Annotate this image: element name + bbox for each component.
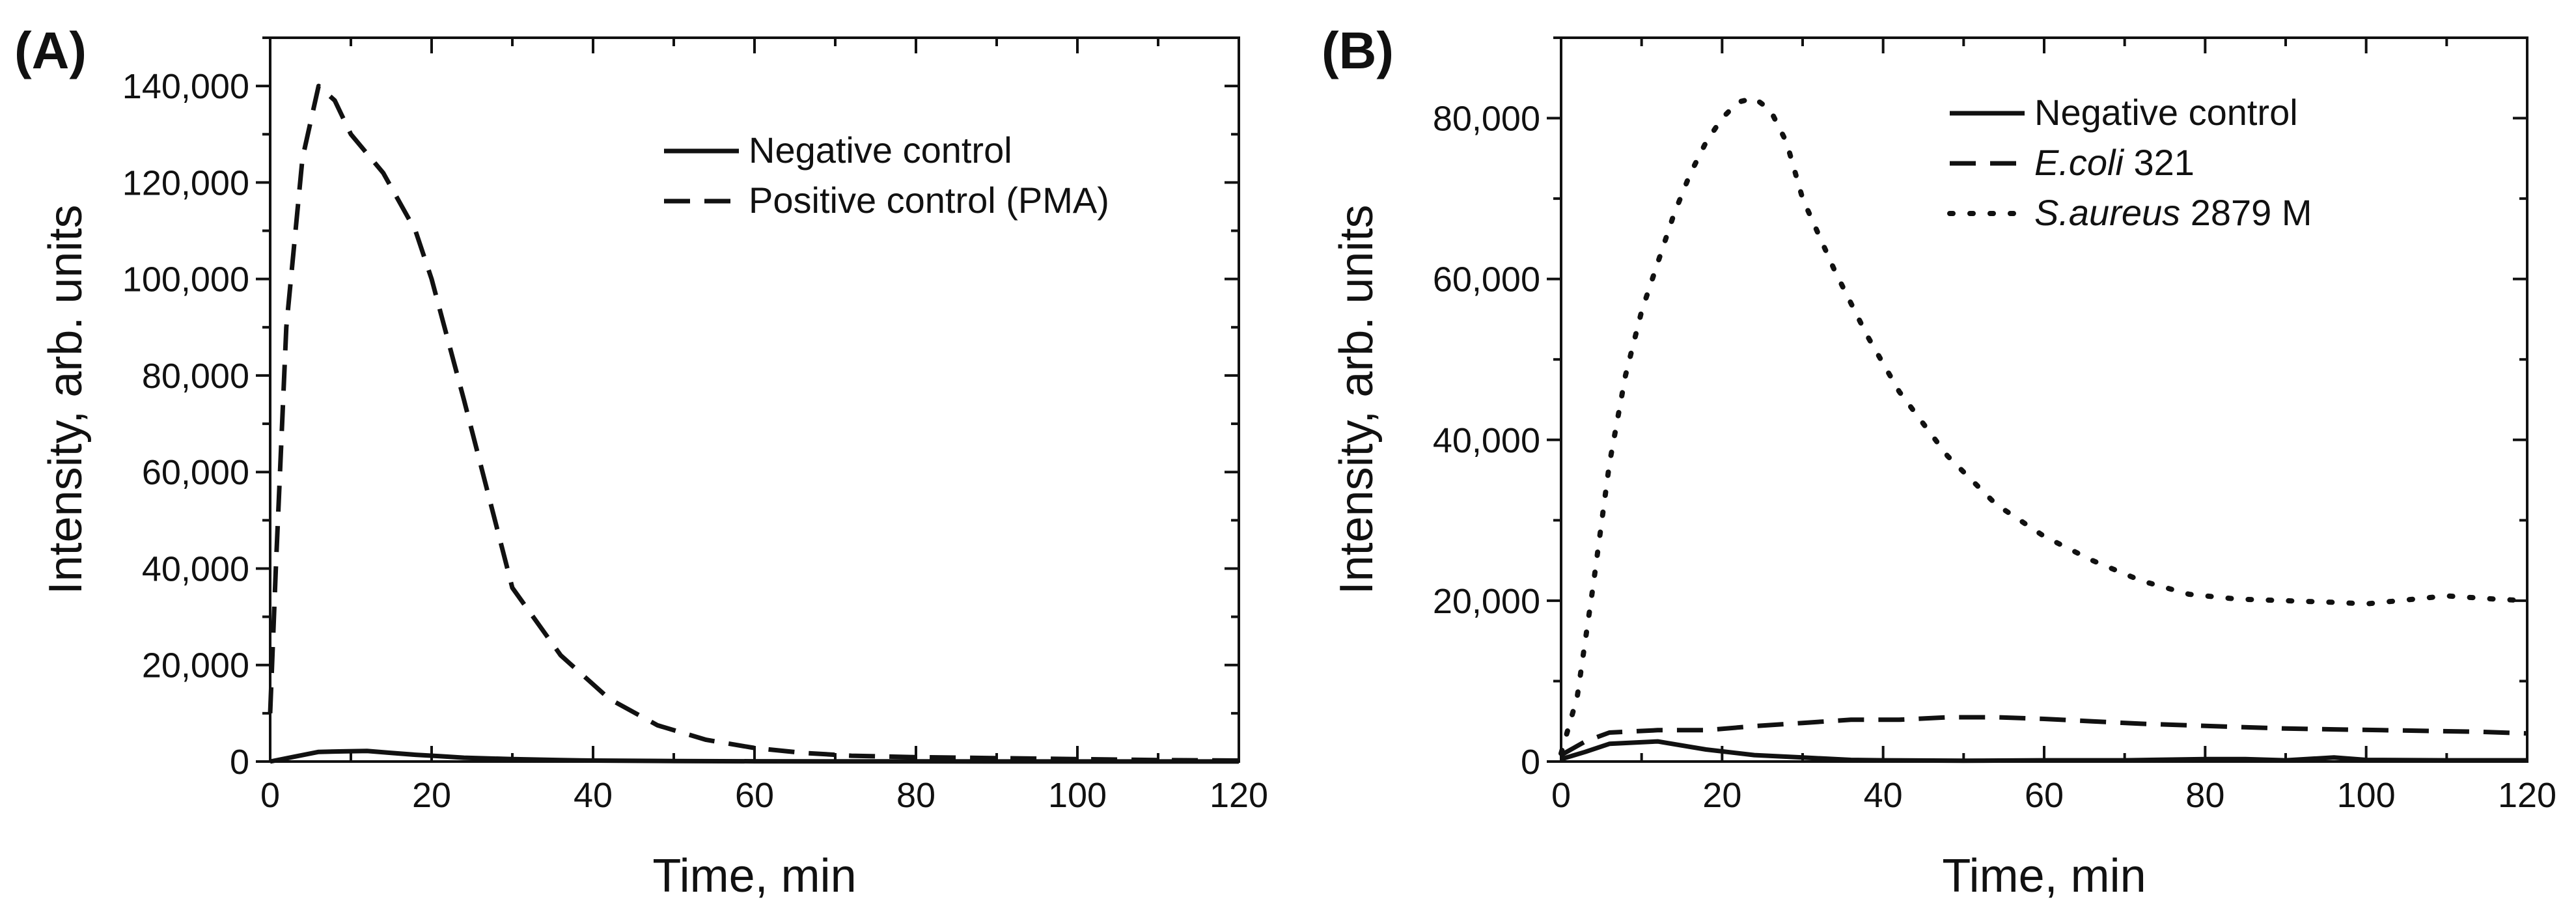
panel-b-x-tick-label: 40 bbox=[1864, 776, 1903, 815]
panel-b-x-tick-label: 0 bbox=[1551, 776, 1571, 815]
panel-b-y-tick-label: 60,000 bbox=[1433, 260, 1540, 299]
panel-b-line-negative-control bbox=[1560, 739, 2527, 763]
panel-a-x-tick-label: 40 bbox=[574, 776, 613, 815]
panel-b-y-tick-label: 80,000 bbox=[1433, 100, 1540, 139]
panel-a-x-tick-label: 100 bbox=[1048, 776, 1107, 815]
panel-a: (A) 0 20 40 60 80 100 120 0 20,000 40,000 60,000 80… bbox=[14, 21, 1268, 902]
panel-a-legend: Negative control Positive control (PMA) bbox=[664, 130, 1109, 221]
panel-a-y-tick-label: 40,000 bbox=[142, 549, 249, 588]
panel-a-y-tick-label: 100,000 bbox=[122, 260, 249, 299]
panel-a-label: (A) bbox=[14, 21, 87, 79]
panel-b-x-tick-label: 20 bbox=[1702, 776, 1741, 815]
panel-b-x-tick-label: 100 bbox=[2337, 776, 2396, 815]
panel-b-y-tick-label: 0 bbox=[1521, 743, 1540, 782]
panel-b-x-axis-title: Time, min bbox=[1942, 850, 2146, 902]
panel-a-axes: 0 20 40 60 80 100 120 0 20,000 40,000 60,000 80,000… bbox=[122, 36, 1268, 815]
panel-b-legend-label-negative-control: Negative control bbox=[2034, 92, 2298, 133]
panel-a-y-tick-label: 80,000 bbox=[142, 357, 249, 396]
panel-a-y-tick-label: 60,000 bbox=[142, 453, 249, 492]
panel-a-y-tick-label: 120,000 bbox=[122, 163, 249, 202]
panel-b-legend-label-e-coli-321: E.coli 321 bbox=[2034, 142, 2195, 183]
panel-b-x-tick-label: 80 bbox=[2185, 776, 2224, 815]
panel-a-legend-label-positive-control-pma: Positive control (PMA) bbox=[749, 180, 1109, 221]
panel-b-y-axis-title: Intensity, arb. units bbox=[1331, 205, 1383, 595]
panel-a-series bbox=[268, 83, 1240, 764]
panel-a-x-axis-title: Time, min bbox=[652, 850, 856, 902]
panel-b-y-tick-label: 20,000 bbox=[1433, 582, 1540, 621]
panel-b-line-e-coli-321 bbox=[1560, 715, 2528, 758]
panel-a-x-tick-label: 120 bbox=[1210, 776, 1268, 815]
panel-a-y-tick-label: 20,000 bbox=[142, 646, 249, 685]
panel-b-series bbox=[1558, 95, 2530, 763]
panel-a-y-tick-label: 140,000 bbox=[122, 67, 249, 106]
panel-a-y-axis-title: Intensity, arb. units bbox=[40, 205, 92, 595]
panel-a-y-tick-label: 0 bbox=[230, 743, 249, 782]
panel-a-line-negative-control bbox=[270, 749, 1239, 764]
panel-b-x-tick-label: 120 bbox=[2498, 776, 2556, 815]
panel-a-x-tick-label: 80 bbox=[896, 776, 935, 815]
panel-a-x-tick-label: 0 bbox=[260, 776, 280, 815]
panel-b-label: (B) bbox=[1322, 21, 1394, 79]
panel-b-line-s-aureus-2879-m bbox=[1558, 95, 2530, 756]
panel-a-x-tick-label: 60 bbox=[735, 776, 774, 815]
panel-a-legend-label-negative-control: Negative control bbox=[749, 130, 1012, 171]
panel-b: (B) 0 20 40 60 80 100 120 0 20,000 40,000 60,000 80… bbox=[1322, 21, 2556, 902]
panel-b-legend-label-s-aureus-2879-m: S.aureus 2879 M bbox=[2034, 192, 2312, 233]
panel-a-x-tick-label: 20 bbox=[412, 776, 451, 815]
panel-b-x-tick-label: 60 bbox=[2025, 776, 2064, 815]
panel-b-y-tick-label: 40,000 bbox=[1433, 421, 1540, 460]
panel-b-axes: 0 20 40 60 80 100 120 0 20,000 40,000 60,000 80,000 bbox=[1433, 36, 2556, 815]
panel-a-line-positive-control-pma bbox=[268, 83, 1240, 763]
panel-b-legend: Negative control E.coli 321 S.aureus 2879 … bbox=[1947, 92, 2312, 233]
